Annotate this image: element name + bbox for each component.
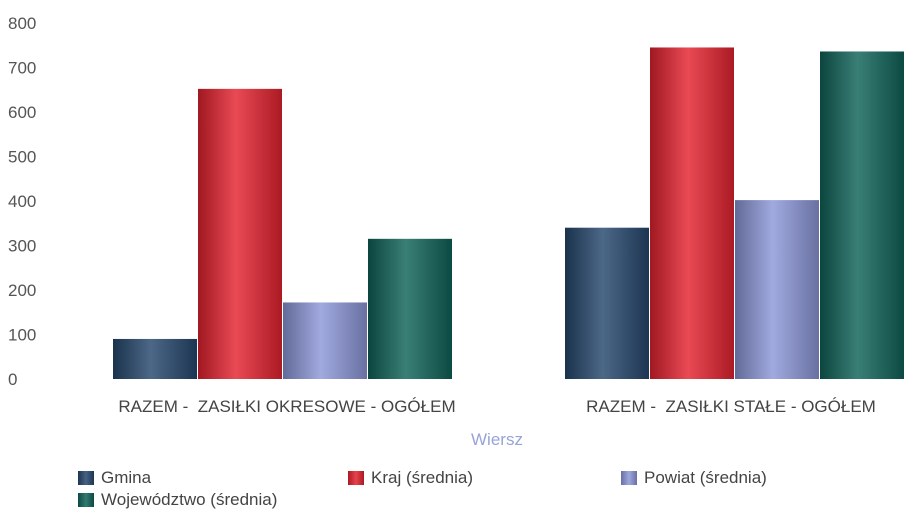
y-tick-label: 200 — [8, 281, 36, 300]
y-tick-label: 700 — [8, 59, 36, 78]
x-axis-label: Wiersz — [471, 430, 523, 449]
bar-1-2 — [565, 227, 649, 379]
y-tick-label: 800 — [8, 14, 36, 33]
x-tick-label: RAZEM - ZASIŁKI STAŁE - OGÓŁEM — [586, 397, 876, 416]
y-tick-label: 400 — [8, 192, 36, 211]
y-tick-label: 100 — [8, 326, 36, 345]
bars — [113, 47, 904, 380]
bar-4-2 — [820, 51, 904, 379]
y-tick-label: 0 — [8, 370, 17, 389]
x-axis: RAZEM - ZASIŁKI OKRESOWE - OGÓŁEM RAZEM -… — [118, 397, 875, 416]
bar-3-1 — [283, 302, 367, 379]
x-tick-label: RAZEM - ZASIŁKI OKRESOWE - OGÓŁEM — [118, 397, 455, 416]
y-tick-label: 600 — [8, 103, 36, 122]
y-tick-label: 300 — [8, 237, 36, 256]
bar-3-2 — [735, 200, 819, 379]
bar-1-1 — [113, 338, 197, 379]
y-tick-label: 500 — [8, 148, 36, 167]
bar-2-1 — [198, 88, 282, 380]
bar-4-1 — [368, 238, 452, 379]
bar-2-2 — [650, 47, 734, 379]
y-axis: 0 100 200 300 400 500 600 700 800 — [8, 14, 36, 389]
